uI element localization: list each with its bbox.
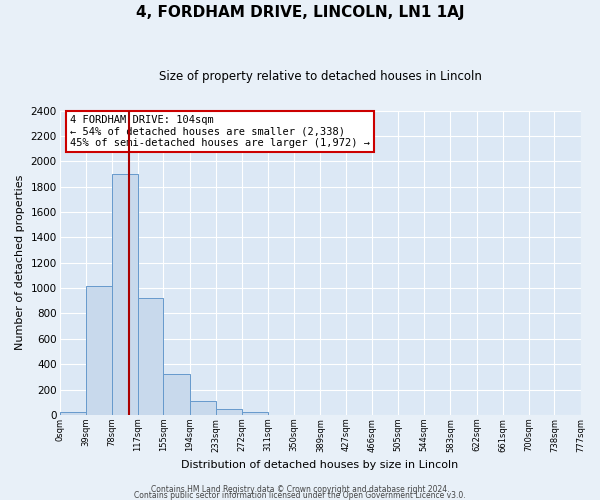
Bar [216,409,242,415]
Bar [242,412,268,415]
Text: Contains HM Land Registry data © Crown copyright and database right 2024.: Contains HM Land Registry data © Crown c… [151,484,449,494]
X-axis label: Distribution of detached houses by size in Lincoln: Distribution of detached houses by size … [181,460,458,470]
Title: Size of property relative to detached houses in Lincoln: Size of property relative to detached ho… [158,70,481,83]
Bar [138,298,163,415]
Text: Contains public sector information licensed under the Open Government Licence v3: Contains public sector information licen… [134,490,466,500]
Text: 4 FORDHAM DRIVE: 104sqm
← 54% of detached houses are smaller (2,338)
45% of semi: 4 FORDHAM DRIVE: 104sqm ← 54% of detache… [70,115,370,148]
Bar [190,401,216,415]
Text: 4, FORDHAM DRIVE, LINCOLN, LN1 1AJ: 4, FORDHAM DRIVE, LINCOLN, LN1 1AJ [136,5,464,20]
Y-axis label: Number of detached properties: Number of detached properties [15,175,25,350]
Bar [59,412,86,415]
Bar [163,374,190,415]
Bar [86,286,112,415]
Bar [112,174,138,415]
